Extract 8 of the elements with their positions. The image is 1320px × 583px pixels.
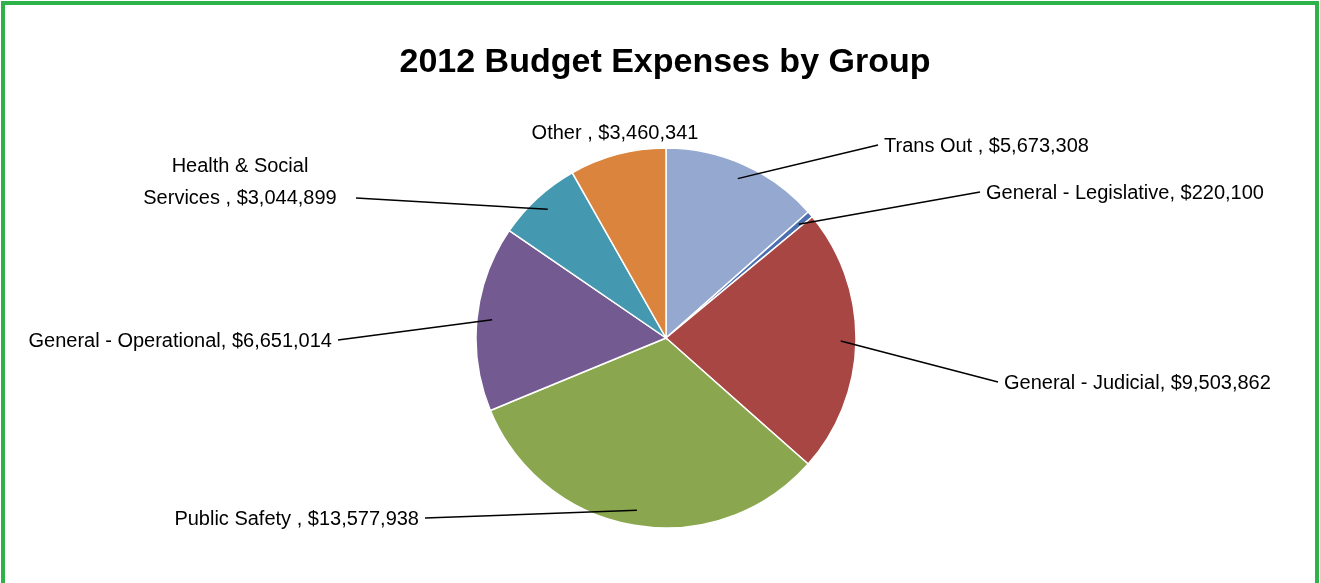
slice-label: General - Operational, $6,651,014 — [28, 329, 332, 351]
slice-label: Public Safety , $13,577,938 — [174, 507, 419, 529]
slice-label: Other , $3,460,341 — [531, 121, 699, 143]
slice-label: Health & Social Services , $3,044,899 — [143, 154, 337, 208]
slice-label: Trans Out , $5,673,308 — [884, 134, 1089, 156]
slice-label: General - Judicial, $9,503,862 — [1004, 371, 1271, 393]
chart-title: 2012 Budget Expenses by Group — [399, 41, 931, 79]
slice-label: General - Legislative, $220,100 — [986, 181, 1264, 203]
